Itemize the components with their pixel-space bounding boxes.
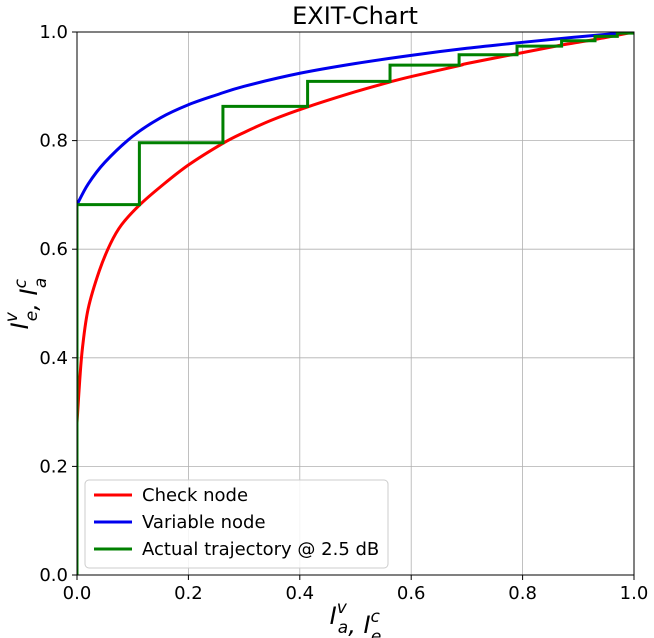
chart-title: EXIT-Chart [292,2,418,30]
legend-label: Actual trajectory @ 2.5 dB [142,539,379,560]
y-tick-label: 1.0 [39,22,68,43]
axis-ticks: 0.0 0.2 0.4 0.6 0.8 1.0 0.0 0.2 0.4 0.6 0.8 1.0 [39,22,648,604]
axis-label-superscript: c [11,278,31,288]
y-tick-label: 0.0 [39,565,68,586]
axis-label-subscript: e [22,311,42,321]
legend-label: Check node [142,485,248,506]
y-tick-label: 0.4 [39,348,68,369]
x-axis-label: Iv a, Ic e [330,598,382,638]
grid-lines [76,31,635,576]
axis-label-superscript: c [371,607,381,627]
x-tick-label: 0.6 [397,583,426,604]
axis-label-part: , [15,295,43,310]
plot-frame [76,31,635,576]
axis-label-superscript: v [337,598,348,618]
y-axis-label: Ive, Ica [2,278,51,330]
series-line-1 [77,32,634,206]
x-tick-label: 0.2 [174,583,203,604]
axis-label-superscript: v [2,311,22,322]
x-tick-label: 1.0 [620,583,649,604]
series-line-2 [77,32,634,575]
y-tick-label: 0.8 [39,131,68,152]
series-line-0 [77,32,634,424]
x-tick-label: 0.8 [508,583,537,604]
y-tick-label: 0.2 [39,456,68,477]
axis-label-part: I [6,322,34,329]
x-tick-label: 0.4 [285,583,314,604]
y-tick-label: 0.6 [39,239,68,260]
axis-label-part: I [363,611,370,638]
axis-label-part: I [15,288,43,295]
legend: Check node Variable node Actual trajectory… [84,479,389,569]
axis-label-subscript: a [338,618,348,638]
x-tick-label: 0.0 [63,583,92,604]
series-lines [77,32,634,575]
axis-label-part: I [330,602,337,630]
axis-label-subscript: a [31,278,51,288]
axis-label-subscript: e [371,627,381,638]
axis-label-part: , [348,611,363,638]
legend-label: Variable node [142,512,266,533]
legend-box [84,479,389,569]
